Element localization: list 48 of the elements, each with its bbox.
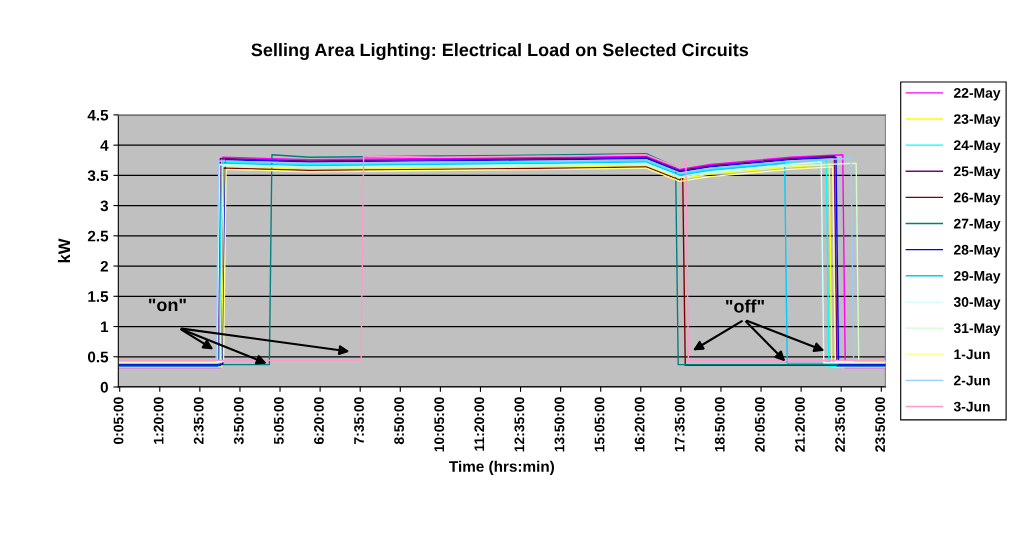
x-tick-label: 3:50:00 xyxy=(233,397,244,445)
legend-label: 3-Jun xyxy=(953,401,990,412)
legend-label: 28-May xyxy=(953,244,1001,258)
legend-label: 30-May xyxy=(953,297,1001,310)
y-tick-label: 0.5 xyxy=(87,351,109,363)
legend-label: 31-May xyxy=(953,323,1001,336)
legend-label: 2-Jun xyxy=(953,375,990,386)
annotation: "on" xyxy=(149,298,186,312)
annotation: "off" xyxy=(726,299,764,313)
legend-label: 23-May xyxy=(953,114,1001,127)
x-tick-label: 18:50:00 xyxy=(714,397,725,452)
chart-title: Selling Area Lighting: Electrical Load on Selected Circuits xyxy=(251,43,749,60)
x-axis-title: Time (hrs:min) xyxy=(449,460,554,475)
y-tick-label: 2 xyxy=(100,260,108,272)
y-tick-label: 3.5 xyxy=(87,170,109,182)
legend-label: 22-May xyxy=(953,87,1001,101)
x-tick-label: 20:05:00 xyxy=(754,397,765,452)
x-tick-label: 7:35:00 xyxy=(354,397,364,444)
x-tick-label: 5:05:00 xyxy=(273,397,284,445)
y-tick-label: 2.5 xyxy=(87,230,109,242)
x-tick-label: 8:50:00 xyxy=(394,397,405,445)
x-tick-label: 11:20:00 xyxy=(474,397,485,451)
y-tick-label: 1.5 xyxy=(88,291,109,302)
x-tick-label: 12:35:00 xyxy=(514,397,525,452)
x-tick-label: 0:05:00 xyxy=(113,397,124,445)
y-tick-label: 0 xyxy=(100,381,108,393)
x-tick-label: 10:05:00 xyxy=(434,397,445,452)
y-tick-label: 4 xyxy=(100,140,109,151)
x-tick-label: 6:20:00 xyxy=(314,397,324,445)
x-tick-label: 23:50:00 xyxy=(875,397,886,452)
legend-label: 27-May xyxy=(953,218,1001,232)
legend-label: 25-May xyxy=(953,166,1001,179)
y-tick-label: 1 xyxy=(101,321,109,333)
legend-label: 29-May xyxy=(953,270,1001,284)
legend-label: 24-May xyxy=(953,140,1001,153)
x-tick-label: 2:35:00 xyxy=(193,397,204,445)
y-tick-label: 3 xyxy=(100,200,109,212)
x-tick-label: 16:20:00 xyxy=(634,397,645,452)
y-tick-label: 4.5 xyxy=(87,109,109,121)
x-tick-label: 13:50:00 xyxy=(554,397,565,452)
x-tick-label: 21:20:00 xyxy=(795,397,805,452)
x-tick-label: 22:35:00 xyxy=(835,397,845,452)
x-tick-label: 17:35:00 xyxy=(674,397,685,452)
y-axis-title: kW xyxy=(57,238,71,263)
legend-label: 1-Jun xyxy=(954,349,990,360)
x-tick-label: 1:20:00 xyxy=(153,397,164,444)
legend-label: 26-May xyxy=(953,192,1001,206)
x-tick-label: 15:05:00 xyxy=(594,397,605,452)
